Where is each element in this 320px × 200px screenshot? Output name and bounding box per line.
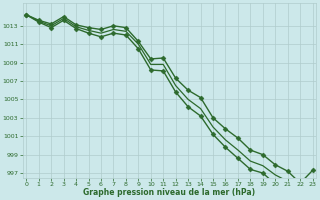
X-axis label: Graphe pression niveau de la mer (hPa): Graphe pression niveau de la mer (hPa) [84,188,256,197]
